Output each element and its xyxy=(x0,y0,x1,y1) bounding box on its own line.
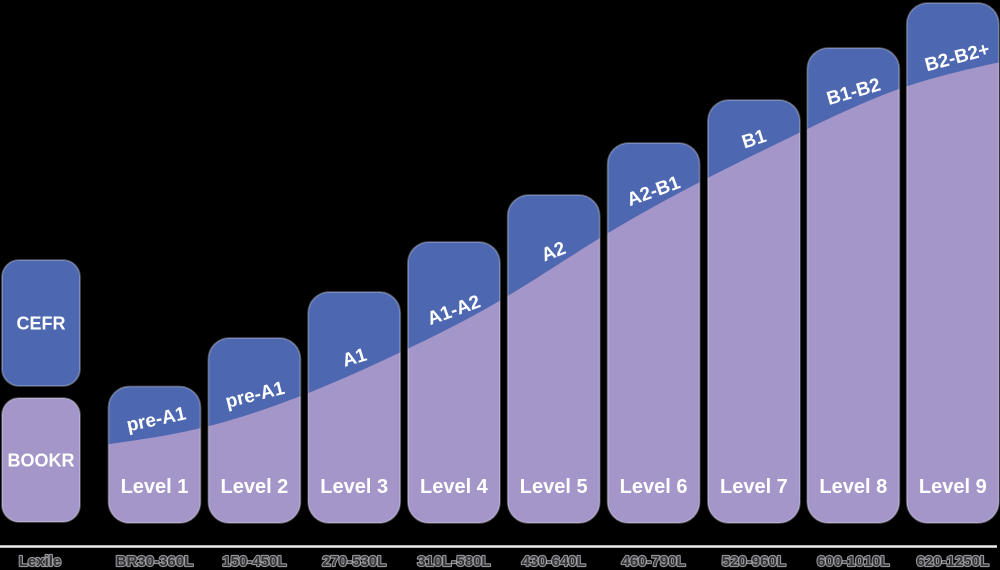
svg-text:Level 1: Level 1 xyxy=(121,476,189,498)
svg-text:Level 4: Level 4 xyxy=(420,476,489,498)
svg-text:150-450L: 150-450L xyxy=(222,553,286,570)
svg-text:Lexile: Lexile xyxy=(19,553,62,570)
svg-text:460-790L: 460-790L xyxy=(621,553,685,570)
svg-text:520-960L: 520-960L xyxy=(722,553,786,570)
svg-text:BOOKR: BOOKR xyxy=(8,451,75,471)
svg-text:Level 6: Level 6 xyxy=(620,476,688,498)
svg-text:620-1250L: 620-1250L xyxy=(917,553,990,570)
svg-text:Level 5: Level 5 xyxy=(520,476,588,498)
svg-text:Level 2: Level 2 xyxy=(220,476,288,498)
svg-text:430-640L: 430-640L xyxy=(522,553,586,570)
svg-text:Level 7: Level 7 xyxy=(720,476,788,498)
svg-text:BR30-360L: BR30-360L xyxy=(116,553,194,570)
svg-text:270-530L: 270-530L xyxy=(322,553,386,570)
svg-text:Level 9: Level 9 xyxy=(919,476,987,498)
svg-text:Level 8: Level 8 xyxy=(819,476,887,498)
svg-text:Level 3: Level 3 xyxy=(320,476,388,498)
svg-text:600-1010L: 600-1010L xyxy=(817,553,890,570)
svg-text:CEFR: CEFR xyxy=(17,314,66,334)
svg-text:310L-580L: 310L-580L xyxy=(417,553,490,570)
